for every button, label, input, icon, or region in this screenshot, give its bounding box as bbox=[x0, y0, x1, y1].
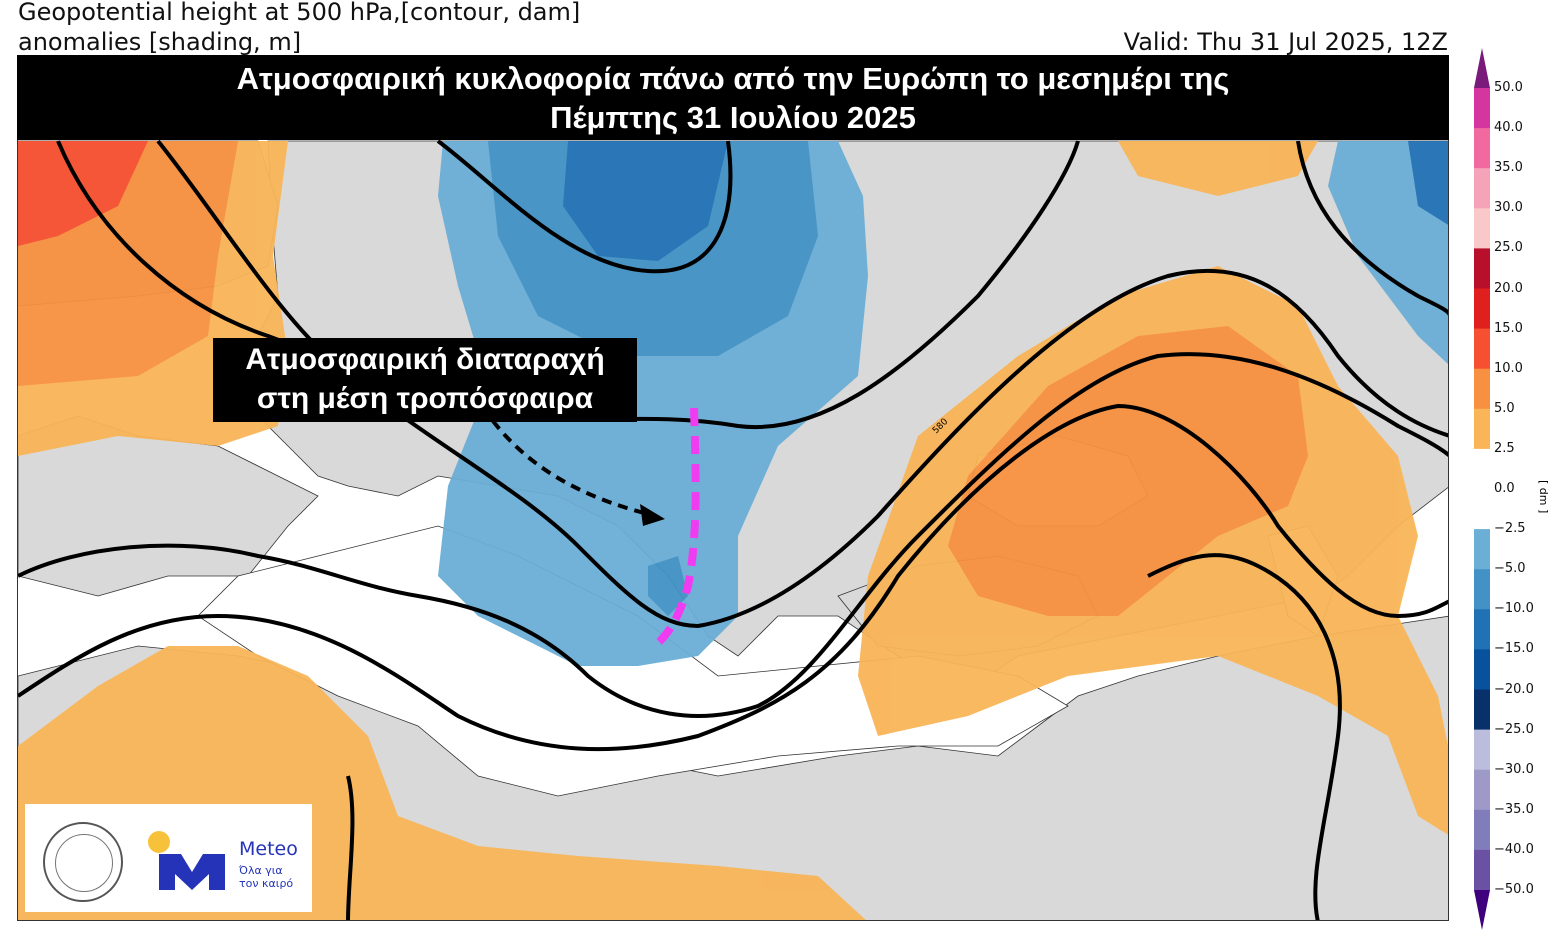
anomaly-shading bbox=[18, 141, 1448, 920]
colorbar-segment bbox=[1474, 88, 1490, 129]
colorbar: 50.0 40.0 35.0 30.0 25.0 20.0 15.0 10.0 5.0 2.5 0.… bbox=[1464, 40, 1550, 938]
callout-line1: Ατμοσφαιρική διαταραχή bbox=[245, 343, 605, 376]
colorbar-tick-label: −15.0 bbox=[1494, 641, 1534, 657]
valid-time: Valid: Thu 31 Jul 2025, 12Z bbox=[1123, 28, 1448, 56]
colorbar-segment bbox=[1474, 368, 1490, 410]
anomaly-negative-northeast-core bbox=[1408, 141, 1448, 225]
colorbar-segment bbox=[1474, 569, 1490, 610]
anomaly-positive-north bbox=[1118, 141, 1318, 196]
colorbar-tick-label: 25.0 bbox=[1494, 240, 1523, 256]
logo-panel: Meteo Όλα για τον καιρό bbox=[25, 804, 312, 912]
colorbar-tick-label: 2.5 bbox=[1494, 440, 1515, 456]
colorbar-tick-label: −50.0 bbox=[1494, 882, 1534, 897]
contour-line bbox=[1296, 140, 1448, 317]
meteo-m-logo-icon bbox=[148, 831, 225, 890]
colorbar-tick-label: 30.0 bbox=[1494, 200, 1523, 216]
colorbar-segment bbox=[1474, 288, 1490, 330]
colorbar-tick-label: −20.0 bbox=[1494, 681, 1534, 697]
colorbar-tick-label: −40.0 bbox=[1494, 841, 1534, 857]
contour-line bbox=[18, 403, 1448, 752]
contour-line bbox=[346, 775, 355, 920]
colorbar-extend-bottom bbox=[1474, 890, 1490, 930]
colorbar-tick-label: 35.0 bbox=[1494, 160, 1523, 176]
colorbar-tick-label: 0.0 bbox=[1494, 481, 1515, 496]
chart-title-line2: anomalies [shading, m] bbox=[18, 28, 302, 56]
colorbar-scale bbox=[1474, 48, 1490, 930]
colorbar-segment bbox=[1474, 168, 1490, 209]
contour-line bbox=[18, 352, 1448, 718]
colorbar-segment bbox=[1474, 689, 1490, 731]
meteo-brand-name: Meteo bbox=[239, 838, 298, 860]
contour-line bbox=[1147, 553, 1342, 920]
colorbar-tick-label: −5.0 bbox=[1494, 561, 1526, 577]
colorbar-tick-label: 15.0 bbox=[1494, 320, 1523, 336]
chart-title-line1: Geopotential height at 500 hPa,[contour,… bbox=[18, 0, 581, 26]
trough-axis-line bbox=[651, 407, 700, 650]
motion-arrow-head-icon bbox=[640, 504, 665, 526]
colorbar-segment bbox=[1474, 809, 1490, 851]
colorbar-segment bbox=[1474, 208, 1490, 249]
colorbar-segment bbox=[1474, 729, 1490, 771]
callout-line2: στη μέση τροπόσφαιρα bbox=[256, 382, 594, 415]
contour-line bbox=[436, 139, 733, 274]
observatory-seal-logo bbox=[43, 822, 123, 902]
colorbar-segment bbox=[1474, 529, 1490, 570]
motion-arrow-line bbox=[491, 419, 649, 516]
anomaly-negative-central-core bbox=[563, 141, 728, 261]
colorbar-tick-label: −10.0 bbox=[1494, 601, 1534, 617]
colorbar-tick-label: −30.0 bbox=[1494, 761, 1534, 777]
banner-line1: Ατμοσφαιρική κυκλοφορία πάνω από την Ευρ… bbox=[236, 61, 1230, 96]
disturbance-callout: Ατμοσφαιρική διαταραχή στη μέση τροπόσφα… bbox=[213, 338, 637, 422]
banner-line2: Πέμπτης 31 Ιουλίου 2025 bbox=[550, 100, 916, 135]
meteo-tagline: Όλα για τον καιρό bbox=[239, 864, 294, 890]
colorbar-tick-label: 5.0 bbox=[1494, 400, 1515, 416]
colorbar-tick-label: −25.0 bbox=[1494, 721, 1534, 737]
colorbar-tick-label: 10.0 bbox=[1494, 360, 1523, 376]
colorbar-segment bbox=[1474, 609, 1490, 650]
colorbar-tick-label: 20.0 bbox=[1494, 280, 1523, 296]
colorbar-segment bbox=[1474, 248, 1490, 289]
colorbar-segment bbox=[1474, 328, 1490, 370]
colorbar-tick-label: 50.0 bbox=[1494, 80, 1523, 95]
anomaly-negative-greece bbox=[648, 556, 688, 616]
colorbar-segment bbox=[1474, 649, 1490, 690]
colorbar-segment bbox=[1474, 849, 1490, 891]
anomaly-positive-west-core bbox=[18, 141, 148, 246]
colorbar-segment bbox=[1474, 489, 1490, 530]
map-panel: 580 bbox=[17, 55, 1449, 921]
colorbar-segment bbox=[1474, 448, 1490, 490]
anomaly-positive-east-mid bbox=[948, 326, 1308, 616]
colorbar-unit: [ dm ] bbox=[1537, 480, 1550, 514]
colorbar-tick-label: 40.0 bbox=[1494, 120, 1523, 136]
colorbar-tick-label: −35.0 bbox=[1494, 801, 1534, 817]
colorbar-segment bbox=[1474, 128, 1490, 169]
colorbar-tick-label: −2.5 bbox=[1494, 521, 1526, 537]
colorbar-extend-top bbox=[1474, 48, 1490, 88]
colorbar-segment bbox=[1474, 769, 1490, 811]
colorbar-segment bbox=[1474, 408, 1490, 450]
map-canvas: 580 bbox=[18, 139, 1448, 920]
map-banner-title: Ατμοσφαιρική κυκλοφορία πάνω από την Ευρ… bbox=[17, 55, 1449, 140]
